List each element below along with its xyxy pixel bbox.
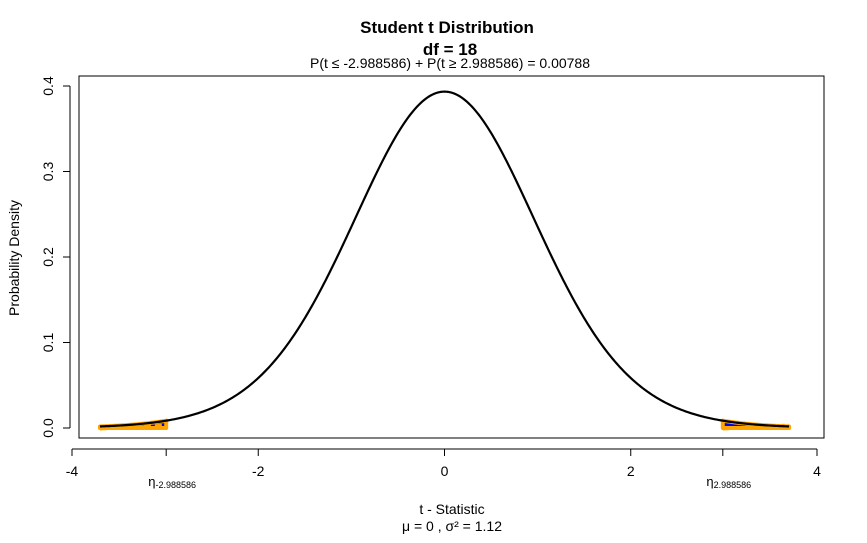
x-tick-label: -2 — [252, 463, 265, 479]
plot-frame — [78, 75, 825, 439]
chart-subtitle: df = 18 — [423, 40, 477, 59]
y-axis-label: Probability Density — [6, 200, 22, 316]
x-tick-label: 4 — [813, 463, 821, 479]
density-curve — [99, 90, 790, 428]
x-axis-label: t - Statistic — [419, 501, 484, 517]
chart-annotation: P(t ≤ -2.988586) + P(t ≥ 2.988586) = 0.0… — [310, 55, 590, 71]
left-tail-dash — [99, 423, 167, 431]
y-axis: 0.0 0.1 0.2 0.3 0.4 — [40, 76, 71, 438]
critical-value-labels: η-2.988586 η2.988586 — [148, 474, 751, 490]
y-tick-label: 0.0 — [40, 418, 56, 438]
x-axis-sublabel: μ = 0 , σ² = 1.12 — [402, 518, 502, 534]
chart-title: Student t Distribution — [360, 18, 534, 37]
x-tick-label: 2 — [627, 463, 635, 479]
y-tick-label: 0.2 — [40, 247, 56, 267]
critical-value-label: η2.988586 — [706, 474, 751, 490]
x-tick-label: 0 — [441, 463, 449, 479]
tail-regions — [97, 418, 792, 431]
x-axis: -4 -2 0 2 4 — [66, 448, 821, 479]
x-tick-label: -4 — [66, 463, 79, 479]
critical-value-label: η-2.988586 — [148, 474, 196, 490]
y-tick-label: 0.3 — [40, 162, 56, 182]
y-tick-label: 0.4 — [40, 76, 56, 96]
y-tick-label: 0.1 — [40, 333, 56, 353]
